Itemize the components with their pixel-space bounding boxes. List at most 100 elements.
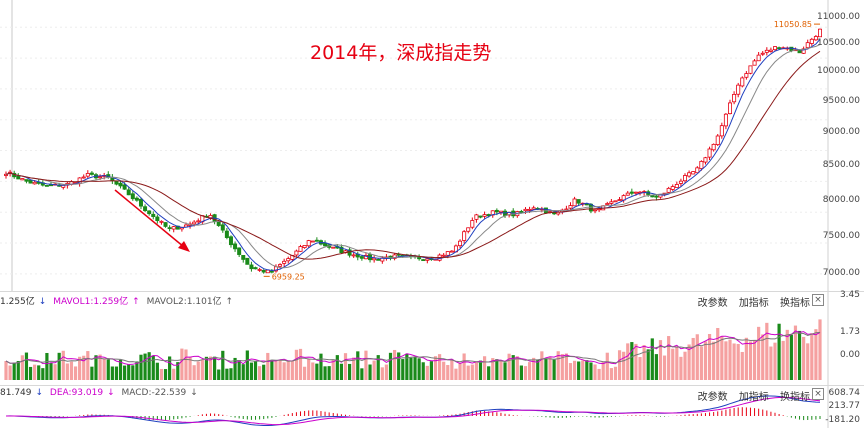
y-axis-label: 7000.00	[822, 268, 860, 278]
candle-body	[576, 199, 581, 204]
candle-body	[797, 50, 802, 54]
volume-bar	[703, 341, 708, 380]
candle-body	[28, 179, 33, 184]
candle-body	[486, 214, 491, 217]
volume-bar	[397, 352, 401, 380]
candle-body	[265, 269, 270, 274]
candle-body	[363, 254, 368, 260]
volume-bar	[793, 325, 798, 380]
candle-body	[683, 175, 688, 182]
close-icon[interactable]: ×	[812, 294, 824, 306]
candle-body	[813, 36, 818, 41]
volume-bar	[417, 358, 421, 380]
volume-bar	[519, 365, 523, 380]
volume-bar	[593, 364, 597, 380]
candle-body	[118, 182, 123, 187]
candle-body	[20, 178, 25, 181]
price-chart-panel[interactable]: 11050.85 6959.25 2014年，深成指走势 11000.00 105…	[0, 0, 864, 291]
volume-bar	[98, 354, 102, 380]
volume-bar	[675, 346, 679, 380]
dea-value: DEA:93.019	[49, 388, 104, 398]
candle-body	[470, 220, 475, 228]
close-icon[interactable]: ×	[812, 388, 824, 400]
candle-body	[392, 254, 397, 259]
volume-bar	[716, 328, 720, 380]
volume-bar	[662, 355, 667, 380]
candle-body	[719, 125, 724, 137]
volume-chart[interactable]	[0, 292, 864, 386]
volume-bar	[258, 366, 262, 380]
volume-bar	[380, 367, 384, 380]
volume-bar	[401, 359, 405, 380]
add-indicator-button[interactable]: 加指标	[738, 392, 769, 403]
switch-indicator-button[interactable]: 换指标	[780, 392, 810, 403]
volume-bar	[466, 365, 470, 380]
volume-bar	[752, 340, 757, 380]
volume-bar	[425, 365, 429, 380]
volume-bar	[307, 359, 311, 380]
macd-panel[interactable]: 81.749 ↓ DEA:93.019 ↓ MACD:-22.539 ↓ 改参数 加指…	[0, 385, 864, 428]
candle-body	[126, 189, 131, 196]
candle-body	[114, 180, 119, 185]
volume-bar	[192, 365, 196, 380]
candle-body	[723, 113, 728, 127]
candle-body	[687, 172, 692, 177]
candle-body	[478, 215, 483, 218]
candle-body	[269, 270, 274, 273]
candle-body	[253, 267, 258, 270]
volume-bar	[339, 363, 344, 380]
volume-bar	[188, 356, 192, 380]
candle-body	[147, 210, 152, 215]
mavol1-value: MAVOL1:1.259亿	[53, 297, 129, 307]
volume-bar	[8, 365, 12, 380]
volume-bar	[184, 349, 188, 380]
ma10-line	[5, 44, 821, 269]
candle-body	[89, 172, 94, 175]
candle-body	[134, 197, 139, 201]
candle-body	[678, 180, 683, 184]
edit-params-button[interactable]: 改参数	[697, 392, 728, 403]
candle-body	[16, 175, 21, 180]
candle-body	[482, 214, 487, 217]
dif-value: 81.749	[0, 388, 32, 398]
candle-body	[650, 195, 655, 198]
candle-body	[756, 54, 761, 62]
candlestick-chart[interactable]: 11050.85 6959.25	[0, 0, 864, 291]
volume-bar	[266, 352, 270, 380]
edit-params-button[interactable]: 改参数	[697, 298, 728, 309]
volume-bar	[626, 343, 630, 380]
candle-body	[805, 42, 810, 49]
volume-panel[interactable]: 1.255亿 ↓ MAVOL1:1.259亿 ↑ MAVOL2:1.101亿 ↑ 改参…	[0, 290, 864, 386]
volume-bar	[581, 360, 585, 380]
switch-indicator-button[interactable]: 换指标	[780, 298, 810, 309]
candle-body	[143, 206, 148, 212]
trend-arrowhead-icon	[178, 241, 190, 252]
volume-bar	[163, 369, 168, 380]
macd-chart[interactable]	[0, 386, 864, 428]
volume-bar	[699, 346, 703, 380]
volume-bar	[323, 366, 327, 380]
volume-bar	[253, 360, 258, 380]
candle-body	[98, 176, 103, 179]
volume-bar	[515, 356, 519, 380]
volume-bar	[270, 359, 274, 380]
volume-bar	[650, 338, 654, 380]
candle-body	[302, 244, 307, 248]
add-indicator-button[interactable]: 加指标	[738, 298, 769, 309]
candle-body	[425, 258, 430, 261]
volume-bar	[568, 363, 573, 380]
volume-bar	[724, 341, 728, 380]
volume-bar	[57, 352, 61, 380]
volume-bar	[319, 353, 323, 380]
volume-bar	[495, 359, 499, 380]
volume-bar	[405, 353, 409, 380]
y-axis-label: 608.74	[828, 388, 861, 398]
volume-bar	[368, 364, 372, 380]
candle-body	[376, 258, 381, 261]
candle-body	[298, 246, 303, 252]
candle-body	[584, 203, 589, 206]
candle-body	[163, 222, 168, 227]
y-axis-label: 9500.00	[822, 96, 860, 106]
volume-bar	[286, 360, 290, 380]
candle-body	[36, 181, 41, 184]
